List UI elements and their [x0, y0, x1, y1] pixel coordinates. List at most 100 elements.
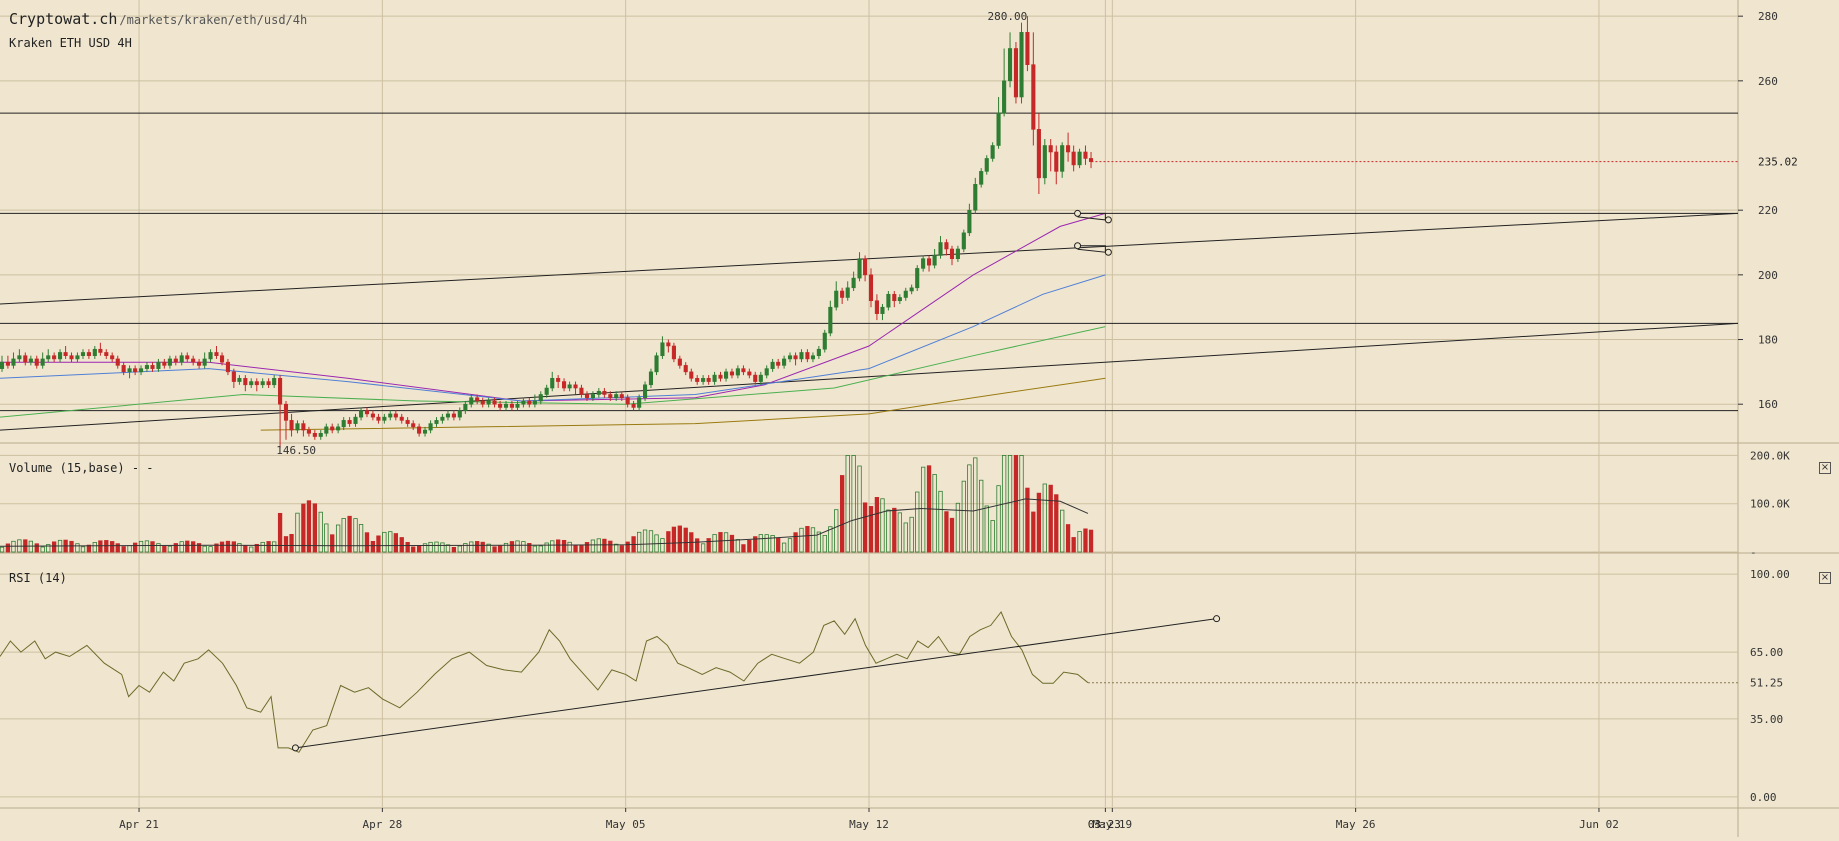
candle [191, 355, 196, 366]
candle [666, 339, 671, 353]
volume-bar [602, 538, 607, 553]
x-tick-label: Jun 02 [1579, 818, 1619, 831]
candle-body [799, 352, 804, 360]
volume-bar [249, 546, 254, 553]
volume-bar [196, 543, 202, 553]
volume-bar [556, 539, 561, 553]
candle-body [214, 352, 219, 356]
candle [138, 365, 144, 376]
candle-body [1071, 151, 1076, 166]
candle [289, 413, 294, 437]
candle [753, 371, 758, 385]
candle-body [5, 361, 10, 366]
candle-body [689, 371, 694, 379]
volume-bar [150, 541, 155, 553]
candle [909, 284, 914, 295]
candle [249, 378, 254, 389]
candle-body [579, 387, 584, 395]
candle-body [330, 426, 335, 431]
volume-bar [1031, 511, 1036, 553]
candle [219, 352, 225, 366]
candle-body [880, 306, 885, 314]
candle [324, 423, 329, 437]
candle-body [544, 387, 549, 395]
volume-bar [1048, 484, 1053, 553]
volume-bar [1054, 494, 1059, 553]
volume-bar [219, 541, 225, 553]
rsi-close-icon[interactable]: × [1819, 572, 1831, 584]
candle-body [173, 358, 178, 363]
candle [445, 410, 451, 421]
drawing-handle-bracket[interactable] [1077, 245, 1106, 253]
drawing-handle[interactable] [1104, 248, 1112, 256]
volume-bar [202, 545, 207, 553]
candle [295, 420, 300, 434]
drawn-trend-line[interactable] [0, 212, 1739, 305]
candle [532, 394, 537, 408]
drawing-handle[interactable] [1074, 209, 1082, 217]
volume-bar [341, 518, 346, 553]
volume-bar [469, 541, 474, 553]
candle [1077, 148, 1082, 169]
volume-bar [434, 541, 439, 553]
candle-body [996, 112, 1001, 146]
drawn-trend-line[interactable] [0, 322, 1739, 431]
drawing-handle[interactable] [1104, 216, 1112, 224]
volume-bar [480, 541, 485, 553]
volume-bar [625, 541, 630, 553]
candle-body [903, 290, 908, 298]
rsi-trend-line[interactable] [295, 618, 1217, 749]
candle [637, 394, 642, 411]
candle [654, 352, 659, 376]
candle [237, 375, 242, 385]
rsi-tick-label: 0.00 [1750, 791, 1777, 804]
candle-body [336, 426, 341, 431]
candle-body [915, 268, 920, 289]
volume-bar [144, 540, 150, 553]
candle [173, 355, 178, 366]
volume-bar [561, 539, 567, 553]
volume-bar [1042, 483, 1047, 553]
candle-body [695, 378, 700, 382]
candle-body [515, 403, 520, 408]
candle-body [1007, 48, 1013, 82]
drawing-handle-bracket[interactable] [1077, 212, 1106, 221]
candle [834, 281, 839, 311]
volume-close-icon[interactable]: × [1819, 462, 1831, 474]
site-name[interactable]: Cryptowat.ch [9, 10, 118, 28]
volume-bar [318, 511, 323, 553]
candle [80, 349, 86, 359]
candle [486, 397, 491, 408]
drawing-handle[interactable] [291, 744, 299, 752]
candle-body [370, 413, 375, 418]
volume-bar [306, 500, 312, 553]
candle [428, 420, 433, 434]
candle [5, 355, 10, 369]
candle [370, 410, 375, 421]
candle [69, 352, 74, 363]
candle-body [63, 352, 68, 356]
candle [1013, 42, 1019, 104]
volume-bar [892, 507, 897, 553]
candle-body [150, 365, 155, 369]
candle [1042, 139, 1047, 185]
drawing-handle[interactable] [1213, 615, 1221, 623]
volume-bar [127, 545, 132, 553]
candle [984, 155, 989, 175]
candle [903, 287, 908, 301]
volume-bar [648, 530, 654, 553]
volume-bar [167, 545, 173, 553]
volume-bar [636, 531, 642, 553]
candle [1025, 16, 1030, 72]
volume-bar [179, 541, 184, 553]
candle-body [382, 416, 387, 421]
volume-bar [515, 540, 520, 553]
candle-body [492, 400, 497, 405]
candle [544, 384, 549, 398]
candle [979, 168, 984, 188]
volume-bar [475, 541, 480, 553]
candle-body [701, 378, 706, 382]
drawing-handle[interactable] [1074, 242, 1082, 250]
volume-bar [955, 502, 961, 553]
